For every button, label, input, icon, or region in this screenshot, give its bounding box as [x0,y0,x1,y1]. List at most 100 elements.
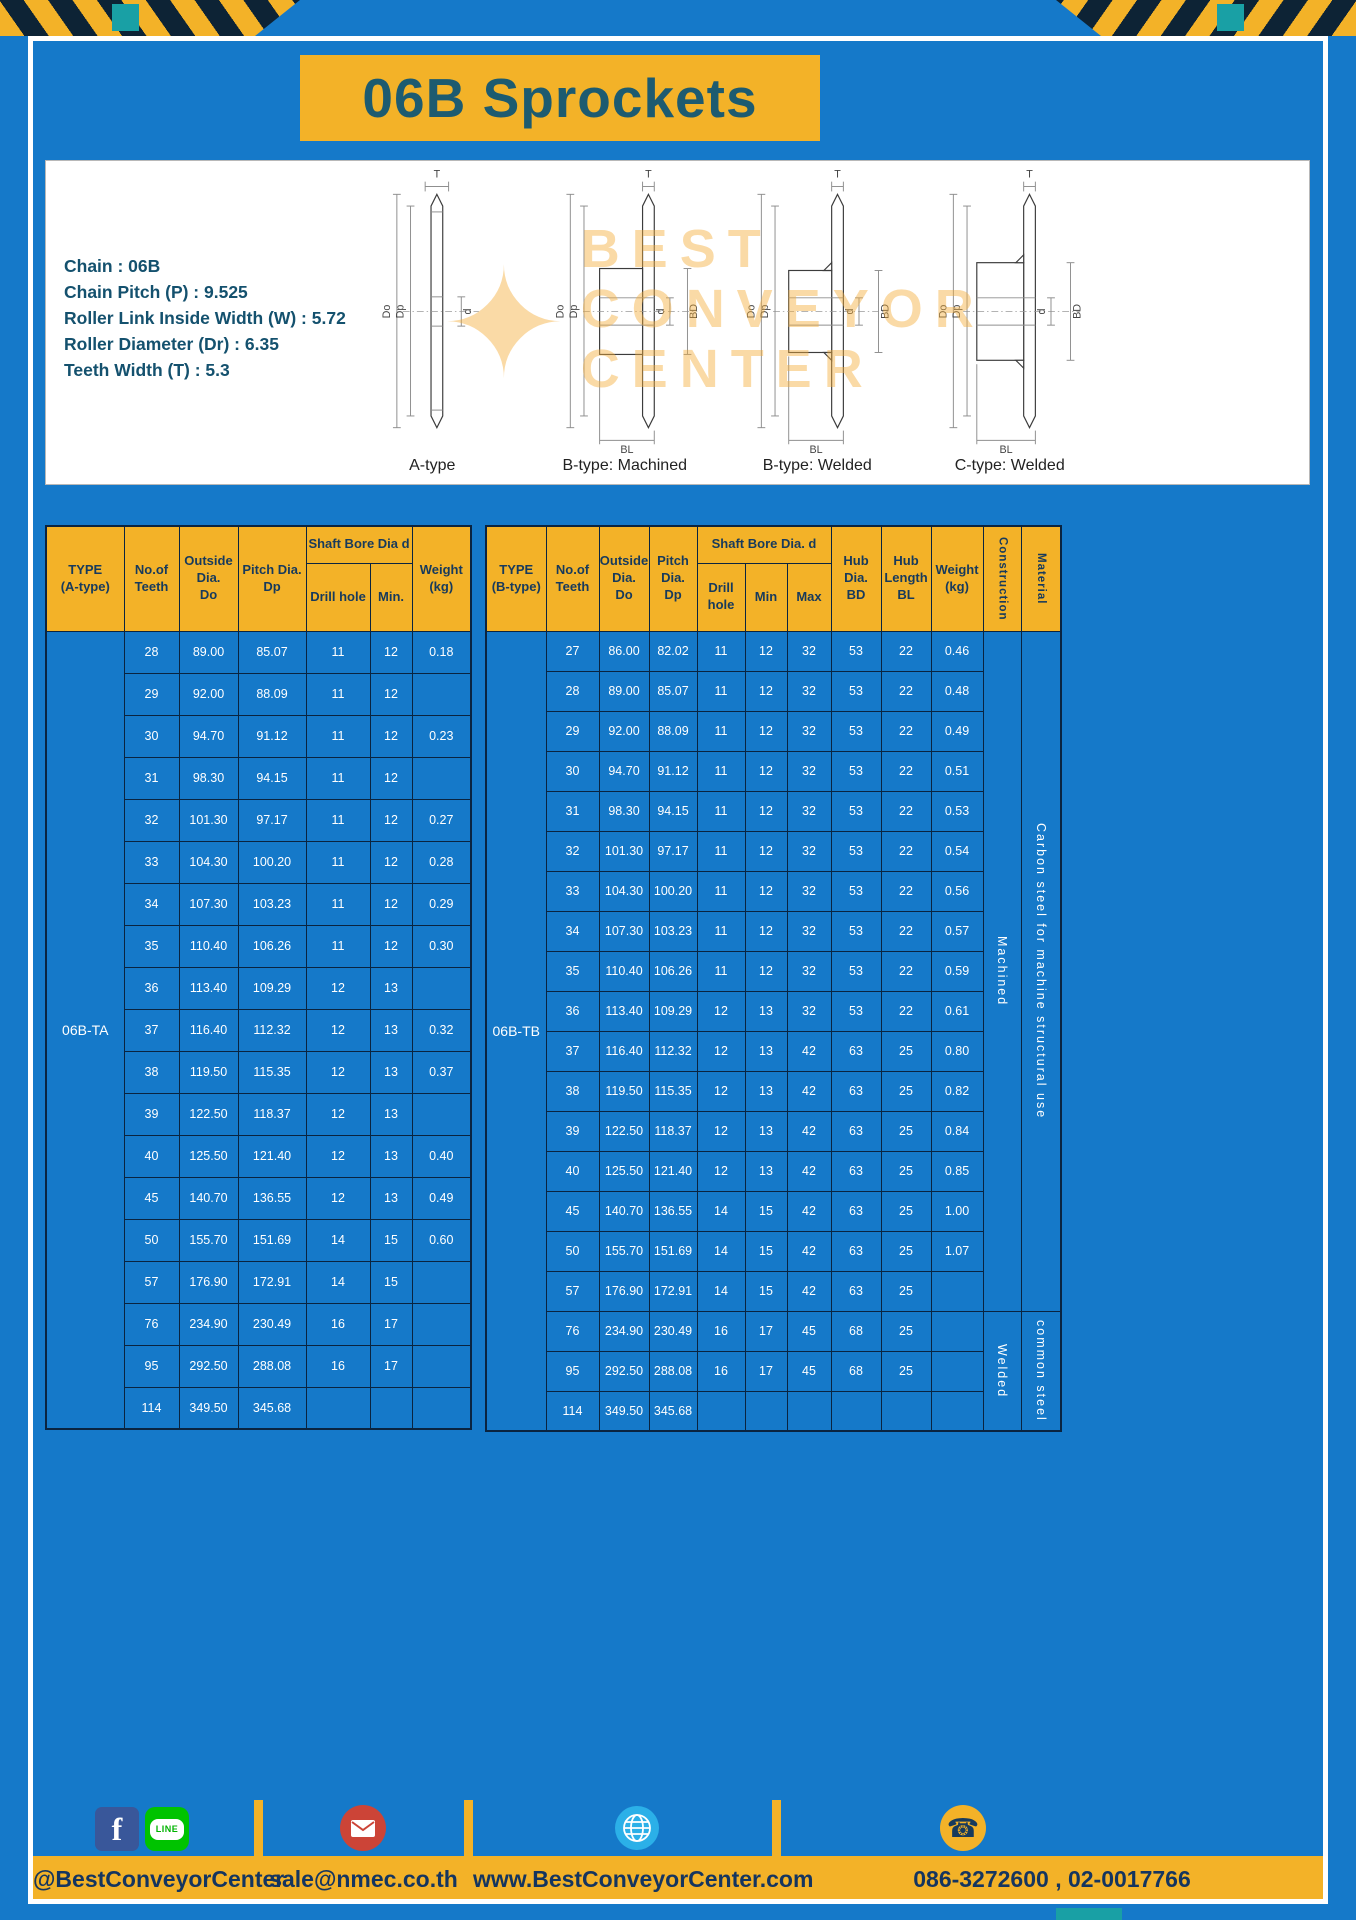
data-cell: 0.27 [411,798,472,842]
data-cell: 12 [744,790,788,832]
data-cell [305,1386,371,1430]
data-cell: 42 [786,1190,832,1232]
data-cell: 11 [696,750,746,792]
column-header: TYPE (B-type) [485,525,547,632]
data-cell: 109.29 [237,966,307,1010]
table-row: 114 349.50 345.68 [486,1390,1061,1432]
data-cell: 12 [696,1110,746,1152]
data-cell: 34 [123,882,180,926]
column-header: Drill hole [305,562,371,632]
data-cell: 116.40 [598,1030,650,1072]
a-type-spec-table: TYPE (A-type) No.of Teeth Outside Dia. Do P… [45,525,472,1430]
data-cell: 13 [744,1110,788,1152]
teal-accent-bottom [1056,1908,1122,1920]
table-row: 29 92.00 88.09 11 12 32 53 22 0.49 [486,710,1061,752]
email-icon[interactable] [340,1805,386,1851]
data-cell: 89.00 [598,670,650,712]
data-cell: 12 [305,1050,371,1094]
b-type-machined-drawing: T Do Dp d BD [555,169,701,455]
data-cell: 45 [786,1350,832,1392]
data-cell: 0.18 [411,630,472,674]
table-row: 37 116.40 112.32 12 13 42 63 25 0.80 [486,1030,1061,1072]
spec-line: Chain : 06B [64,256,161,276]
table-row: 36 113.40 109.29 12 13 32 53 22 0.61 [486,990,1061,1032]
data-cell: 12 [744,630,788,672]
data-cell: 53 [830,830,882,872]
data-cell: 12 [369,756,413,800]
data-cell: 0.28 [411,840,472,884]
data-cell: 118.37 [237,1092,307,1136]
footer-divider [464,1800,473,1902]
data-cell: 53 [830,630,882,672]
svg-text:d: d [844,308,856,314]
data-cell: 13 [744,1150,788,1192]
facebook-icon[interactable]: f [95,1807,139,1851]
data-cell: 63 [830,1070,882,1112]
svg-text:T: T [1026,169,1033,181]
a-type-drawing: T Do Dp d [381,169,480,429]
table-row: 45 140.70 136.55 12 13 0.49 [46,1176,472,1220]
data-cell: 53 [830,910,882,952]
data-cell: 112.32 [237,1008,307,1052]
data-cell: 12 [696,1070,746,1112]
data-cell: 27 [545,630,600,672]
column-header: Shaft Bore Dia. d [696,525,832,564]
data-cell: 35 [123,924,180,968]
phone-icon[interactable]: ☎ [940,1805,986,1851]
data-cell: 88.09 [237,672,307,716]
data-cell: 63 [830,1150,882,1192]
data-cell: 35 [545,950,600,992]
globe-icon[interactable] [614,1805,660,1851]
footer-website[interactable]: www.BestConveyorCenter.com [473,1866,814,1892]
data-cell: 15 [369,1218,413,1262]
b-type-spec-table: TYPE (B-type) No.of Teeth Outside Dia. Do P… [485,525,1062,1432]
table-row: 39 122.50 118.37 12 13 [46,1092,472,1136]
data-cell: 0.82 [930,1070,984,1112]
table-row: 06B-TB 27 86.00 82.02 11 12 32 53 22 0.46 Machined… [485,630,1062,1432]
data-cell: 125.50 [598,1150,650,1192]
data-cell: 32 [786,870,832,912]
svg-text:T: T [645,169,652,181]
data-cell: 98.30 [598,790,650,832]
svg-text:Do: Do [745,305,757,319]
table-row: 45 140.70 136.55 14 15 42 63 25 1.00 [486,1190,1061,1232]
data-cell: 230.49 [648,1310,698,1352]
data-cell: 32 [786,670,832,712]
data-cell: 29 [123,672,180,716]
data-cell: 94.70 [178,714,239,758]
footer-email[interactable]: sale@nmec.co.th [269,1866,458,1892]
table-row: 06B-TA 28 89.00 85.07 11 12 0.18 [45,630,472,1430]
data-cell: 0.23 [411,714,472,758]
envelope-glyph [351,1819,375,1837]
data-cell: 45 [786,1310,832,1352]
line-icon[interactable]: LINE [145,1807,189,1851]
data-cell: 91.12 [237,714,307,758]
data-cell: 0.49 [411,1176,472,1220]
table-row: 38 119.50 115.35 12 13 42 63 25 0.82 [486,1070,1061,1112]
data-cell [744,1390,788,1432]
globe-glyph [615,1806,659,1850]
data-cell: 97.17 [237,798,307,842]
data-cell: 25 [880,1070,932,1112]
data-cell: 12 [305,966,371,1010]
data-cell: 63 [830,1270,882,1312]
table-row: 35 110.40 106.26 11 12 32 53 22 0.59 [486,950,1061,992]
data-cell: 22 [880,950,932,992]
svg-text:BL: BL [809,444,822,455]
data-cell: 118.37 [648,1110,698,1152]
data-cell: 31 [123,756,180,800]
data-cell: 11 [696,870,746,912]
data-cell [411,1302,472,1346]
data-cell: 11 [696,830,746,872]
data-cell: 292.50 [178,1344,239,1388]
footer-social-handle[interactable]: @BestConveyorCenter [33,1866,285,1892]
column-header: Pitch Dia. Dp [648,525,698,632]
data-cell: 53 [830,670,882,712]
teal-accent-right [1217,4,1244,31]
data-cell: 86.00 [598,630,650,672]
footer-phone-numbers[interactable]: 086-3272600 , 02-0017766 [913,1866,1191,1892]
svg-text:Do: Do [555,305,567,319]
data-cell: 230.49 [237,1302,307,1346]
data-cell: 97.17 [648,830,698,872]
data-cell: 42 [786,1070,832,1112]
